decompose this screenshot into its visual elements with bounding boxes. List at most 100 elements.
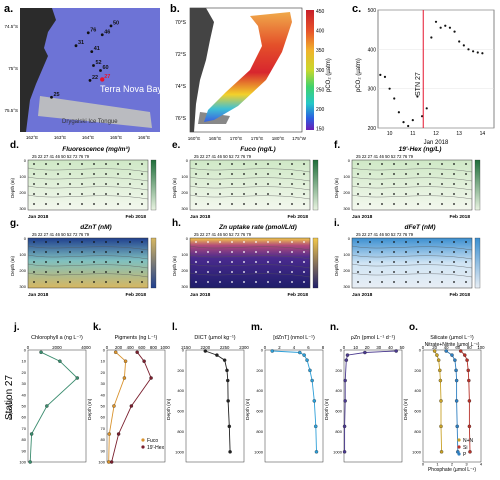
sample-dot bbox=[69, 173, 71, 175]
sample-dot bbox=[267, 183, 269, 185]
pco2-point bbox=[383, 75, 387, 78]
panel-letter: l. bbox=[172, 322, 178, 333]
sample-dot bbox=[141, 173, 143, 175]
sample-dot bbox=[357, 271, 359, 273]
profile-xtick: 0 bbox=[343, 345, 346, 350]
profile-title: Chlorophyll a (ng L⁻¹) bbox=[31, 335, 83, 341]
panel-b: b. bbox=[170, 3, 332, 141]
sample-dot bbox=[417, 163, 419, 165]
b-lon-tick: 165°E bbox=[209, 136, 222, 141]
pco2-ylabel: pCO₂ (µatm) bbox=[356, 58, 362, 92]
contour-line bbox=[189, 176, 311, 182]
depth-tick: 100 bbox=[343, 252, 350, 257]
depth-tick: 0 bbox=[186, 236, 189, 241]
sample-dot bbox=[357, 173, 359, 175]
profile-ytick: 70 bbox=[22, 426, 27, 431]
sample-dot bbox=[105, 203, 107, 205]
sample-dot bbox=[141, 271, 143, 273]
lat-tick: 75.5°S bbox=[4, 108, 18, 113]
profile-point bbox=[28, 460, 32, 464]
section-field bbox=[189, 159, 311, 211]
section-title: Fuco (ng/L) bbox=[240, 146, 275, 153]
sample-dot bbox=[417, 203, 419, 205]
sample-dot bbox=[243, 203, 245, 205]
sample-dot bbox=[33, 241, 35, 243]
sample-dot bbox=[267, 281, 269, 283]
pco2-point bbox=[462, 44, 465, 47]
sample-dot bbox=[393, 251, 395, 253]
pco2-point bbox=[434, 20, 438, 23]
profile-point bbox=[436, 358, 441, 362]
sample-dot bbox=[369, 241, 371, 243]
station-label: 60 bbox=[103, 65, 109, 71]
section-title: dZnT (nM) bbox=[80, 224, 111, 231]
legend-label: P bbox=[463, 452, 467, 458]
pco2-point bbox=[416, 95, 419, 98]
profile-point bbox=[467, 378, 471, 383]
lat-tick: 74.5°S bbox=[4, 24, 18, 29]
profile-point bbox=[454, 368, 458, 373]
profile-ytick: 90 bbox=[22, 448, 27, 453]
profile-xtick: 20 bbox=[432, 345, 437, 350]
panel-letter: i. bbox=[334, 218, 340, 229]
sample-dot bbox=[105, 251, 107, 253]
contour-line bbox=[27, 176, 149, 182]
profile-ytick: 1000 bbox=[333, 449, 343, 454]
sample-dot bbox=[207, 173, 209, 175]
sample-dot bbox=[231, 261, 233, 263]
contour-line bbox=[27, 245, 149, 251]
sample-dot bbox=[93, 193, 95, 195]
sample-dot bbox=[429, 241, 431, 243]
sample-dot bbox=[219, 251, 221, 253]
xlabel-jan: Jan 2018 bbox=[28, 292, 49, 298]
sample-dot bbox=[207, 163, 209, 165]
profile-ytick: 20 bbox=[101, 370, 106, 375]
sample-dot bbox=[405, 193, 407, 195]
b-lon-tick: 175°E bbox=[251, 136, 264, 141]
pco2-point bbox=[476, 51, 479, 54]
profile-ytick: 800 bbox=[177, 429, 184, 434]
profile-ytick: 40 bbox=[22, 392, 27, 397]
sample-dot bbox=[81, 271, 83, 273]
profile-point bbox=[129, 404, 134, 408]
profile-point bbox=[112, 404, 116, 408]
sample-dot bbox=[255, 193, 257, 195]
station-label: 41 bbox=[94, 46, 100, 52]
contour-line bbox=[351, 272, 473, 278]
station-label: 27 bbox=[104, 74, 110, 80]
sample-dot bbox=[141, 163, 143, 165]
pco2-xlabel: Jan 2018 bbox=[424, 140, 449, 146]
panel-c-letter: c. bbox=[352, 3, 361, 15]
lon-tick: 162°E bbox=[26, 135, 38, 140]
b-lat-tick: 70°S bbox=[175, 20, 187, 26]
sample-dot bbox=[279, 163, 281, 165]
ship-track bbox=[204, 12, 292, 122]
profile-title: ρZn (pmol L⁻¹ d⁻¹) bbox=[351, 335, 396, 341]
sample-dot bbox=[69, 183, 71, 185]
sample-dot bbox=[303, 261, 305, 263]
profile-ytick: 600 bbox=[256, 409, 263, 414]
sample-dot bbox=[105, 241, 107, 243]
sample-dot bbox=[219, 241, 221, 243]
contour-line bbox=[189, 185, 311, 191]
sample-dot bbox=[219, 203, 221, 205]
sample-dot bbox=[45, 281, 47, 283]
profile-point bbox=[468, 450, 472, 454]
sample-dot bbox=[243, 173, 245, 175]
sample-dot bbox=[291, 183, 293, 185]
pco2-xtick: 14 bbox=[480, 131, 486, 137]
section-colorbar bbox=[474, 237, 481, 289]
sample-dot bbox=[45, 183, 47, 185]
profile-xtick: 30 bbox=[376, 345, 381, 350]
station-dot bbox=[92, 64, 95, 67]
b-lat-tick: 76°S bbox=[175, 116, 187, 122]
sample-dot bbox=[381, 163, 383, 165]
sample-dot bbox=[195, 251, 197, 253]
sample-dot bbox=[369, 281, 371, 283]
station-label: 25 bbox=[54, 92, 60, 98]
profile-point bbox=[270, 349, 274, 353]
sample-dot bbox=[279, 251, 281, 253]
profile-xtick: 400 bbox=[127, 345, 135, 350]
xlabel-jan: Jan 2018 bbox=[352, 292, 373, 298]
sample-dot bbox=[405, 163, 407, 165]
